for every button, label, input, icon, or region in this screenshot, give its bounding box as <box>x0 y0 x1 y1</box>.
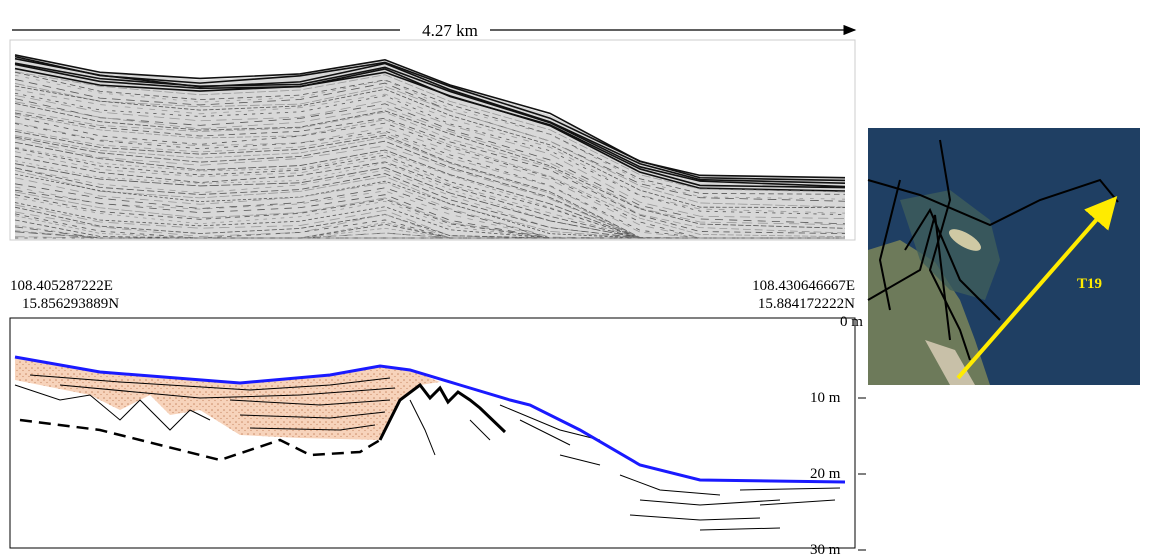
location-map: T19 <box>868 128 1140 385</box>
depth-label: 0 m <box>840 314 863 330</box>
end-lon: 108.430646667E <box>752 278 855 294</box>
interpretation <box>10 318 855 548</box>
end-lat: 15.884172222N <box>758 296 855 312</box>
start-lon: 108.405287222E <box>10 278 113 294</box>
figure: 4.27 km 108.405287222E 15.856293889N 108… <box>0 0 1149 558</box>
depth-label: 30 m <box>810 542 841 558</box>
depth-label: 10 m <box>810 390 841 406</box>
depth-label: 20 m <box>810 466 841 482</box>
start-lat: 15.856293889N <box>22 296 119 312</box>
seismic-section <box>10 40 855 240</box>
line-label: T19 <box>1077 276 1102 292</box>
distance-label: 4.27 km <box>422 21 478 40</box>
